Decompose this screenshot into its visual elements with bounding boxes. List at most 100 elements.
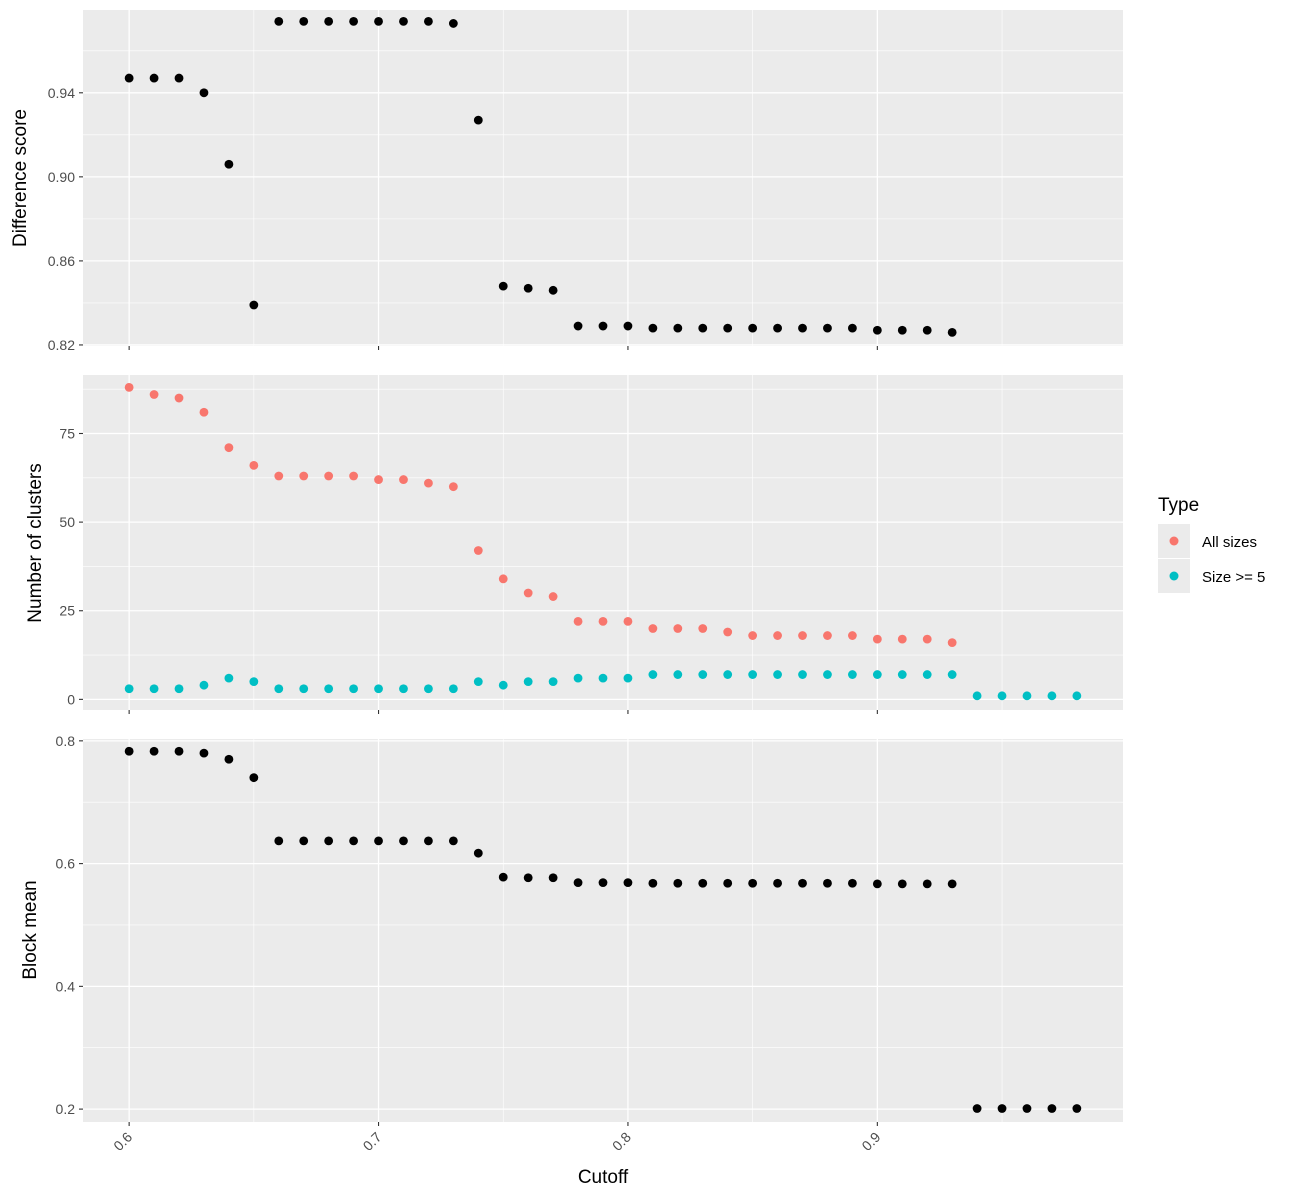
data-point bbox=[374, 16, 383, 26]
data-point bbox=[673, 624, 683, 633]
data-point bbox=[124, 746, 134, 756]
data-point bbox=[872, 634, 882, 644]
data-point bbox=[748, 670, 758, 679]
data-point bbox=[399, 684, 408, 694]
data-point bbox=[299, 471, 309, 481]
data-point bbox=[349, 836, 358, 846]
data-point bbox=[548, 677, 558, 687]
data-point bbox=[224, 673, 234, 683]
data-point bbox=[199, 407, 209, 417]
panel-background bbox=[83, 739, 1123, 1122]
data-point bbox=[897, 670, 907, 679]
legend-title: Type bbox=[1158, 495, 1199, 516]
data-point bbox=[673, 323, 683, 333]
data-point bbox=[748, 631, 758, 640]
data-point bbox=[648, 624, 658, 633]
panel-3: 0.2 0.4 0.6 0.8 Block mean bbox=[20, 733, 1123, 1126]
data-point bbox=[548, 285, 558, 295]
data-point bbox=[399, 836, 408, 846]
data-point bbox=[374, 475, 383, 484]
data-point bbox=[498, 680, 508, 690]
data-point bbox=[798, 878, 807, 888]
data-point bbox=[897, 325, 907, 335]
data-point bbox=[648, 878, 658, 888]
y-axis-title: Difference score bbox=[10, 109, 31, 247]
data-point bbox=[149, 684, 159, 694]
data-point bbox=[124, 73, 134, 83]
data-point bbox=[573, 673, 583, 683]
data-point bbox=[648, 670, 658, 679]
data-point bbox=[823, 631, 832, 640]
data-point bbox=[997, 1104, 1007, 1113]
data-point bbox=[548, 873, 558, 883]
data-point bbox=[174, 393, 184, 403]
data-point bbox=[274, 836, 284, 846]
data-point bbox=[673, 878, 683, 888]
data-point bbox=[224, 754, 234, 764]
data-point bbox=[972, 691, 982, 701]
panel-1: 0.82 0.86 0.90 0.94 Difference score bbox=[10, 10, 1123, 353]
panels: 0.82 0.86 0.90 0.94 Difference score 0 25 50 75 N… bbox=[10, 10, 1123, 1126]
data-point bbox=[598, 878, 608, 888]
data-point bbox=[224, 159, 234, 169]
data-point bbox=[922, 670, 932, 679]
data-point bbox=[823, 323, 832, 333]
data-point bbox=[798, 631, 807, 640]
data-point bbox=[299, 684, 309, 694]
data-point bbox=[673, 670, 683, 679]
data-point bbox=[698, 670, 708, 679]
data-point bbox=[1047, 691, 1057, 701]
data-point bbox=[623, 673, 633, 683]
data-point bbox=[773, 878, 782, 888]
legend-label-all-sizes: All sizes bbox=[1202, 534, 1257, 551]
data-point bbox=[748, 323, 758, 333]
data-point bbox=[848, 878, 857, 888]
data-point bbox=[399, 475, 408, 484]
data-point bbox=[723, 670, 733, 679]
data-point bbox=[324, 684, 334, 694]
y-tick-label: 50 bbox=[59, 514, 75, 530]
data-point bbox=[872, 325, 882, 335]
data-point bbox=[922, 634, 932, 644]
data-point bbox=[648, 323, 658, 333]
data-point bbox=[798, 323, 807, 333]
data-point bbox=[473, 115, 483, 125]
data-point bbox=[723, 878, 733, 888]
y-tick-label: 0.6 bbox=[56, 856, 76, 872]
data-point bbox=[274, 16, 284, 26]
panel-background bbox=[83, 10, 1123, 346]
data-point bbox=[274, 684, 284, 694]
legend-dot-all-sizes bbox=[1169, 536, 1179, 546]
data-point bbox=[174, 73, 184, 83]
data-point bbox=[798, 670, 807, 679]
data-point bbox=[972, 1104, 982, 1113]
data-point bbox=[823, 670, 832, 679]
y-tick-label: 0.90 bbox=[48, 169, 75, 185]
data-point bbox=[773, 670, 782, 679]
data-point bbox=[324, 471, 334, 481]
data-point bbox=[498, 281, 508, 291]
data-point bbox=[174, 746, 184, 756]
legend-label-size-ge5: Size >= 5 bbox=[1202, 569, 1265, 586]
data-point bbox=[473, 677, 483, 687]
panel-background bbox=[83, 375, 1123, 710]
data-point bbox=[723, 323, 733, 333]
data-point bbox=[473, 546, 483, 555]
data-point bbox=[872, 670, 882, 679]
data-point bbox=[947, 327, 957, 337]
data-point bbox=[848, 323, 857, 333]
data-point bbox=[199, 748, 209, 758]
data-point bbox=[349, 684, 358, 694]
data-point bbox=[997, 691, 1007, 701]
data-point bbox=[523, 588, 533, 598]
y-tick-label: 25 bbox=[59, 603, 75, 619]
data-point bbox=[947, 879, 957, 889]
data-point bbox=[473, 848, 483, 858]
data-point bbox=[174, 684, 184, 694]
data-point bbox=[598, 616, 608, 626]
data-point bbox=[523, 677, 533, 687]
data-point bbox=[823, 878, 832, 888]
data-point bbox=[947, 670, 957, 679]
data-point bbox=[124, 383, 134, 392]
data-point bbox=[548, 592, 558, 601]
